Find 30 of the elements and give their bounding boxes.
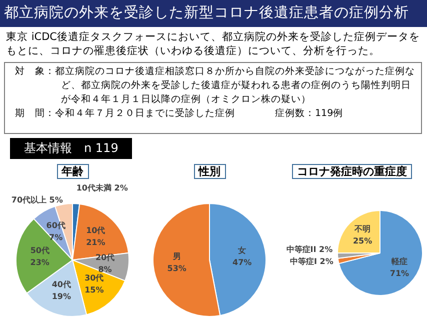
text: 基本情報 n 119: [10, 138, 132, 159]
data-label: 53%: [167, 264, 186, 274]
data-label: 21%: [86, 238, 106, 247]
slice-label: 中等症I 2%: [290, 256, 334, 266]
data-label: 8%: [98, 265, 112, 274]
data-label: 23%: [30, 258, 50, 267]
data-label: 47%: [232, 258, 252, 267]
slice-label: 30代: [84, 274, 104, 283]
chart-title: 年齢: [56, 164, 88, 179]
data-label: 25%: [352, 236, 372, 246]
text: 都立病院の外来を受診した新型コロナ後遺症患者の症例分析: [0, 0, 427, 27]
text: 症例数：119例: [275, 108, 344, 119]
slice-label: 10代: [86, 226, 106, 235]
slice-label: 10代未満 2%: [76, 184, 128, 193]
text: 期 間：令和４年７月２０日までに受診した症例: [15, 108, 235, 119]
chart-title: 性別: [194, 164, 226, 179]
slice-label: 女: [237, 246, 246, 255]
chart-title: コロナ発症時の重症度: [292, 164, 412, 179]
data-label: 71%: [390, 269, 410, 278]
slice-label: 70代以上 5%: [11, 196, 63, 205]
data-label: 15%: [84, 286, 104, 295]
data-label: 19%: [52, 292, 71, 301]
slice-label: 中等症II 2%: [286, 244, 333, 254]
slice-label: 軽症: [390, 257, 408, 266]
slice-label: 40代: [52, 280, 71, 289]
slice-label: 50代: [30, 246, 50, 255]
text: 対 象：都立病院のコロナ後遺症相談窓口８か所から自院の外来受診につながった症例など、都立病院の外来を受診した後遺症が疑われる患者の症例のうち陽性判明日が令和４年１月１日以降の症例（オミクロン株の疑い）: [15, 65, 415, 107]
slice-label: 男: [172, 252, 181, 262]
slice-label: 不明: [354, 224, 371, 234]
text: 東京 iCDC後遺症タスクフォースにおいて、都立病院の外来を受診した症例データをもとに、コロナの罹患後症状（いわゆる後遺症）について、分析を行った。: [6, 30, 422, 58]
